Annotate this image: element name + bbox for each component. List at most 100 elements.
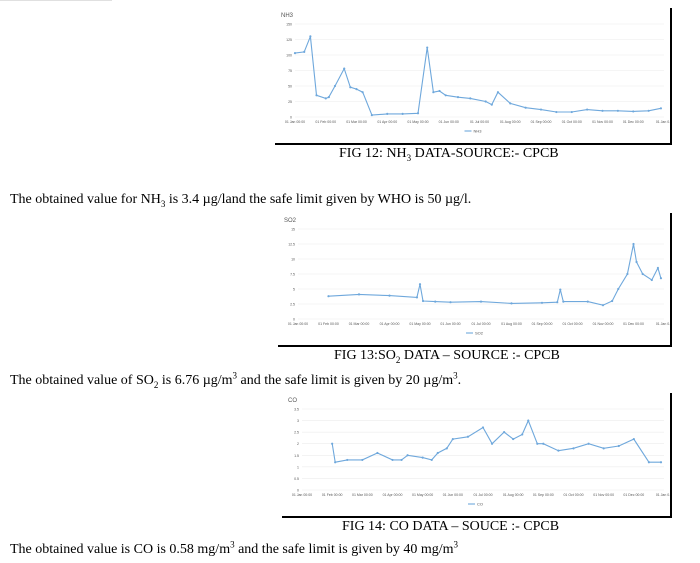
so2-chart: SO2 0 2.5 5 7.5 10 12.5 15 01 Jan 00:00 01 Feb 00… xyxy=(284,218,670,336)
legend-label: NH3 xyxy=(474,129,483,134)
data-point xyxy=(539,108,543,111)
x-tick-label: 01 Jan 00:00 xyxy=(285,120,305,124)
data-point xyxy=(418,283,422,286)
data-point xyxy=(632,437,635,441)
x-tick-label: 01 Apr 00:00 xyxy=(377,120,397,124)
y-tick-label: 2 xyxy=(297,442,299,446)
x-tick-label: 01 Jan 0... xyxy=(656,322,670,326)
data-point xyxy=(632,242,635,246)
x-tick-label: 01 Oct 00:00 xyxy=(562,322,582,326)
x-tick-label: 01 Jan 00:00 xyxy=(288,322,308,326)
y-tick-label: 2.5 xyxy=(294,431,299,435)
data-point xyxy=(449,301,452,304)
data-point xyxy=(572,447,575,450)
data-point xyxy=(376,451,379,455)
x-tick-label: 01 Jan 0... xyxy=(656,493,670,497)
top-rule xyxy=(0,0,112,1)
x-tick-label: 01 Mar 00:00 xyxy=(349,322,370,326)
y-tick-label: 100 xyxy=(286,54,292,58)
x-tick-label: 01 Mar 00:00 xyxy=(346,120,367,124)
data-point xyxy=(503,431,506,434)
x-tick-label: 01 Dec 00:00 xyxy=(623,493,644,497)
x-tick-label: 01 Jul 00:00 xyxy=(473,493,492,497)
y-tick-label: 10 xyxy=(291,258,295,262)
data-point xyxy=(391,458,394,462)
data-point xyxy=(357,293,361,296)
data-point xyxy=(602,447,605,450)
chart-title: SO2 xyxy=(284,218,297,224)
x-tick-label: 01 Aug 00:00 xyxy=(503,493,524,497)
data-point xyxy=(334,461,337,464)
y-tick-label: 25 xyxy=(288,100,292,104)
data-point xyxy=(484,100,487,103)
data-point xyxy=(626,272,629,276)
data-point xyxy=(432,91,435,94)
data-point xyxy=(415,296,419,299)
x-tick-label: 01 Mar 00:00 xyxy=(352,493,373,497)
y-tick-label: 7.5 xyxy=(290,273,295,277)
y-tick-label: 125 xyxy=(286,38,292,42)
data-point xyxy=(400,458,403,462)
data-point xyxy=(527,419,530,422)
x-tick-label: 01 Sep 00:00 xyxy=(533,493,554,497)
x-tick-label: 01 Feb 00:00 xyxy=(315,120,336,124)
data-point xyxy=(586,108,589,111)
data-point xyxy=(421,456,424,459)
data-point xyxy=(481,426,485,429)
x-tick-label: 01 Jun 00:00 xyxy=(439,120,459,124)
x-tick-label: 01 Feb 00:00 xyxy=(322,493,343,497)
data-point xyxy=(555,110,558,114)
figure-14-caption: FIG 14: CO DATA – SOUCE :- CPCB xyxy=(342,519,560,534)
data-point xyxy=(445,447,448,450)
data-point xyxy=(540,301,544,304)
y-tick-label: 150 xyxy=(286,23,292,27)
figure-13-caption: FIG 13:SO2 DATA – SOURCE :- CPCB xyxy=(334,348,560,365)
legend-label: SO2 xyxy=(475,331,484,336)
x-tick-label: 01 Jan 0... xyxy=(656,120,670,124)
series-line xyxy=(294,36,662,116)
data-point xyxy=(521,433,524,436)
data-point xyxy=(542,442,545,445)
figure-14: CO 0 0.5 1 1.5 2 2.5 3 3.5 01 Jan 00:00 01 Feb 00:… xyxy=(282,393,672,518)
y-tick-label: 50 xyxy=(288,85,292,89)
figure-13: SO2 0 2.5 5 7.5 10 12.5 15 01 Jan 00:00 01 Feb 00… xyxy=(278,213,672,347)
data-point xyxy=(388,294,391,297)
x-tick-label: 01 Jun 00:00 xyxy=(443,493,463,497)
data-point xyxy=(430,458,433,462)
data-point xyxy=(647,109,650,112)
data-point xyxy=(327,96,330,99)
nh3-chart: NH3 0 25 50 75 100 125 150 01 Jan 00:00 01 Feb 00… xyxy=(281,13,670,134)
data-point xyxy=(659,277,663,280)
data-point xyxy=(386,112,389,115)
series-line xyxy=(331,419,661,463)
data-point xyxy=(324,97,327,100)
data-point xyxy=(436,451,439,455)
data-point xyxy=(331,442,334,445)
data-point xyxy=(650,278,653,282)
data-point xyxy=(647,461,651,464)
x-tick-label: 01 Feb 00:00 xyxy=(318,322,339,326)
chart-title: CO xyxy=(288,398,297,404)
data-point xyxy=(479,300,483,303)
data-point xyxy=(469,97,472,100)
data-point xyxy=(349,86,352,89)
y-tick-label: 0.5 xyxy=(294,477,299,481)
x-tick-label: 01 Dec 00:00 xyxy=(623,120,644,124)
x-tick-label: 01 May 00:00 xyxy=(412,493,433,497)
data-point xyxy=(536,442,539,445)
data-point xyxy=(510,302,513,305)
data-point xyxy=(444,94,447,97)
data-point xyxy=(343,67,346,70)
x-tick-label: 01 Aug 00:00 xyxy=(501,322,522,326)
data-point xyxy=(327,295,330,298)
data-point xyxy=(426,46,429,49)
data-point xyxy=(315,94,318,97)
data-point xyxy=(309,35,312,38)
y-tick-label: 0 xyxy=(290,116,292,120)
x-tick-label: 01 Nov 00:00 xyxy=(592,120,613,124)
data-point xyxy=(370,114,373,117)
data-point xyxy=(659,461,663,464)
figure-12-caption: FIG 12: NH3 DATA-SOURCE:- CPCB xyxy=(339,146,559,163)
data-point xyxy=(659,107,663,110)
paragraph-so2: The obtained value of SO2 is 6.76 µg/m3 … xyxy=(10,370,462,390)
